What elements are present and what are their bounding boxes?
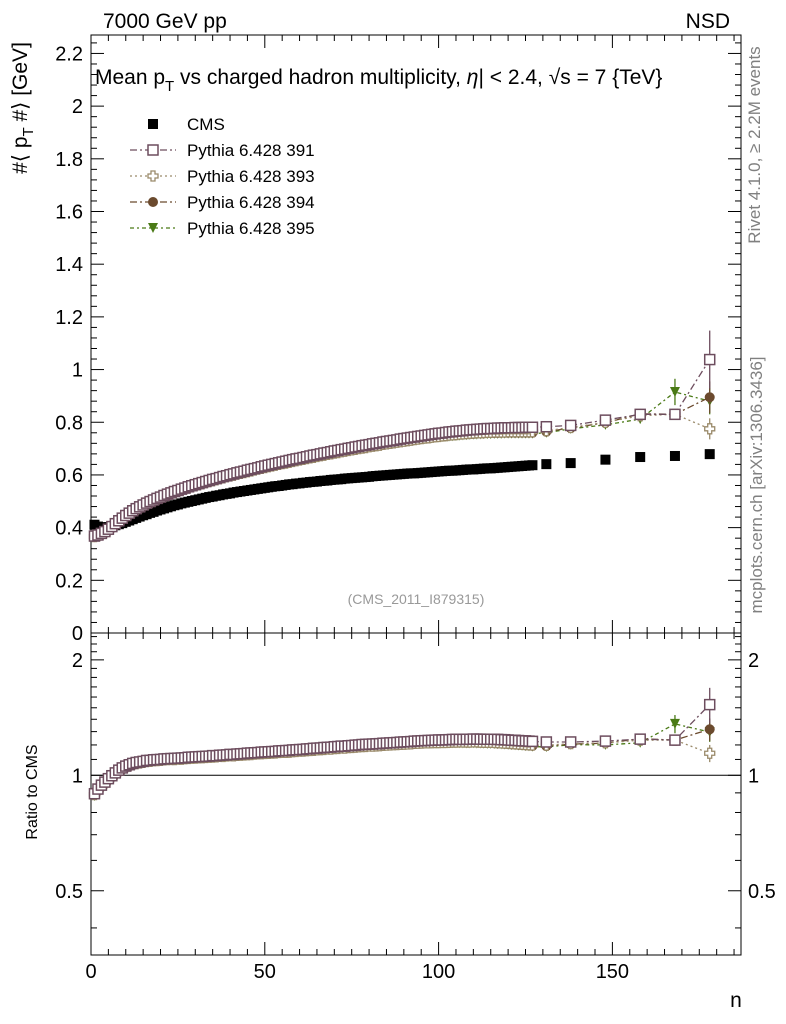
- ratio-plot-series: [88, 687, 716, 801]
- data-point: [704, 449, 715, 460]
- legend-label: Pythia 6.428 394: [187, 193, 315, 212]
- ratio-tick-label: 1: [72, 765, 83, 787]
- main-plot-series: [88, 330, 716, 543]
- energy-label: 7000 GeV pp: [103, 10, 227, 33]
- data-point: [599, 414, 612, 426]
- legend-marker: [147, 144, 159, 156]
- y-tick-label: 2.2: [55, 43, 83, 65]
- legend-marker: [148, 119, 158, 129]
- ratio-point: [704, 747, 716, 759]
- ratio-point: [634, 733, 646, 745]
- x-axis-label: n: [730, 989, 742, 1012]
- y-tick-label: 0.8: [55, 412, 83, 434]
- x-tick-label: 100: [422, 961, 455, 983]
- axis-ticks: 0 0.2 0.4 0.6 0.8 1 1.2 1.4 1.6 1.8 2 2.2 0 50 100 150 0…: [55, 35, 776, 983]
- data-point: [704, 392, 715, 403]
- legend-marker: [147, 170, 159, 182]
- x-tick-label: 50: [254, 961, 276, 983]
- data-point: [540, 420, 553, 433]
- ratio-series-1: [88, 687, 716, 800]
- series-0: [89, 449, 715, 533]
- rivet-version-label: Rivet 4.1.0, ≥ 2.2M events: [745, 46, 764, 243]
- y-tick-label: 2: [72, 96, 83, 118]
- legend-item: Pythia 6.428 394: [130, 193, 315, 212]
- legend-label: CMS: [187, 115, 225, 134]
- y-tick-label: 0: [72, 623, 83, 645]
- ratio-tick-label-right: 0.5: [748, 881, 776, 903]
- data-point: [669, 408, 681, 421]
- ratio-tick-label-right: 1: [748, 765, 759, 787]
- data-point: [704, 423, 716, 435]
- data-point: [600, 454, 611, 465]
- legend-label: Pythia 6.428 393: [187, 167, 315, 186]
- y-tick-label: 0.6: [55, 465, 83, 487]
- y-tick-label: 1.2: [55, 307, 83, 329]
- legend-marker: [148, 197, 158, 207]
- data-point: [564, 419, 577, 432]
- y-tick-label: 0.4: [55, 518, 83, 540]
- ratio-point: [526, 735, 539, 748]
- ratio-tick-label: 0.5: [55, 881, 83, 903]
- ratio-y-axis-label: Ratio to CMS: [24, 744, 41, 839]
- ratio-point: [703, 698, 716, 711]
- process-label: NSD: [686, 10, 730, 33]
- data-point: [669, 386, 680, 397]
- legend-label: Pythia 6.428 391: [187, 141, 315, 160]
- ratio-tick-label-right: 2: [748, 650, 759, 672]
- ratio-point: [704, 724, 715, 735]
- x-tick-label: 0: [85, 961, 96, 983]
- legend-label: Pythia 6.428 395: [187, 219, 315, 238]
- ratio-tick-label: 2: [72, 650, 83, 672]
- y-tick-label: 0.2: [55, 570, 83, 592]
- ratio-point: [669, 734, 681, 746]
- data-point: [669, 450, 680, 461]
- y-tick-label: 1.4: [55, 254, 83, 276]
- legend-marker: [148, 223, 158, 233]
- ratio-point: [564, 736, 577, 748]
- data-point: [541, 459, 552, 470]
- legend-item: Pythia 6.428 393: [130, 167, 315, 186]
- ratio-point: [669, 718, 680, 729]
- ratio-point: [540, 736, 553, 748]
- legend-item: Pythia 6.428 391: [130, 141, 315, 160]
- data-point: [527, 460, 538, 471]
- analysis-tag: (CMS_2011_I879315): [348, 591, 485, 607]
- plot-title: Mean pT vs charged hadron multiplicity, …: [95, 66, 662, 95]
- y-tick-label: 1.8: [55, 149, 83, 171]
- data-point: [634, 408, 646, 421]
- legend-item: CMS: [148, 115, 225, 134]
- data-point: [526, 421, 539, 434]
- legend: CMS Pythia 6.428 391 Pythia 6.428 393 Pythi…: [130, 115, 315, 238]
- x-tick-label: 150: [596, 961, 629, 983]
- data-point: [703, 353, 716, 366]
- y-tick-label: 1: [72, 360, 83, 382]
- series-1: [88, 330, 716, 542]
- data-point: [635, 452, 646, 463]
- legend-item: Pythia 6.428 395: [130, 219, 315, 238]
- data-point: [565, 458, 576, 469]
- mcplots-reference-label: mcplots.cern.ch [arXiv:1306.3436]: [747, 356, 766, 613]
- y-tick-label: 1.6: [55, 202, 83, 224]
- ratio-point: [599, 735, 612, 747]
